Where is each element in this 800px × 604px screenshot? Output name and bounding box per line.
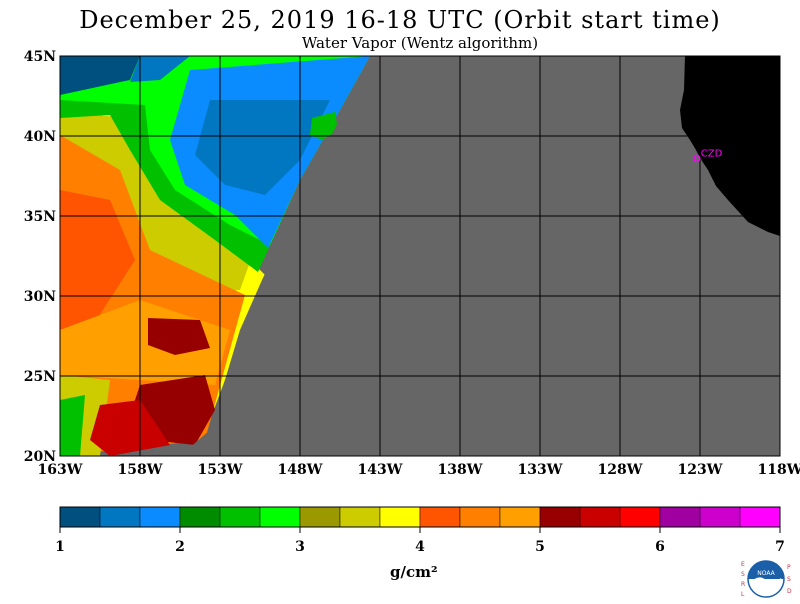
colorbar-swatch [539,506,581,528]
svg-text:S: S [787,576,791,583]
colorbar-swatch [419,506,461,528]
latitude-tick-labels: 20N 25N 30N 35N 40N 45N [24,49,56,465]
lat-tick-label: 40N [24,129,56,145]
colorbar-swatch [579,506,621,528]
colorbar: 1 2 3 4 5 6 7 [55,506,785,555]
colorbar-swatch [699,506,741,528]
map-subtitle: Water Vapor (Wentz algorithm) [301,34,539,52]
colorbar-swatch [219,506,261,528]
colorbar-swatch [99,506,141,528]
vapor-band-orange-dark [60,190,135,330]
colorbar-tick-label: 1 [55,539,65,555]
colorbar-swatch [659,506,701,528]
colorbar-tick-label: 7 [775,539,785,555]
svg-text:L: L [741,591,745,598]
lon-tick-label: 148W [278,462,323,478]
colorbar-swatch [259,506,301,528]
svg-text:E: E [741,561,745,568]
lon-tick-label: 128W [598,462,643,478]
station-dot [693,154,701,163]
vapor-band-blue-2 [195,100,330,195]
lat-tick-label: 20N [24,449,56,465]
lat-tick-label: 35N [24,209,56,225]
lat-tick-label: 30N [24,289,56,305]
lat-tick-label: 45N [24,49,56,65]
colorbar-swatch [179,506,221,528]
svg-text:D: D [787,588,792,595]
svg-text:R: R [741,581,745,588]
lon-tick-label: 123W [678,462,723,478]
lon-tick-label: 118W [758,462,800,478]
colorbar-units: g/cm² [390,563,438,581]
vapor-band-blue-nw [130,56,190,82]
lon-tick-label: 158W [118,462,163,478]
colorbar-swatch [379,506,421,528]
station-marker: CZD [693,148,723,163]
colorbar-tick-label: 2 [175,539,185,555]
map-frame [59,55,781,457]
colorbar-tick-label: 5 [535,539,545,555]
vapor-band-navy [60,56,140,95]
lon-tick-label: 153W [198,462,243,478]
noaa-logo: NOAA E S R L P S D [735,556,797,600]
station-label: CZD [701,148,723,159]
lon-tick-label: 133W [518,462,563,478]
colorbar-swatch [459,506,501,528]
colorbar-swatch [339,506,381,528]
map-title: December 25, 2019 16-18 UTC (Orbit start… [79,6,721,34]
lat-tick-label: 25N [24,369,56,385]
vapor-band-darkred-1 [148,318,210,355]
vapor-patch-green [310,112,338,140]
colorbar-tick-label: 3 [295,539,305,555]
land-mass [680,56,780,236]
logo-text: NOAA [757,570,775,577]
vapor-band-green-south [60,395,85,456]
colorbar-swatch [619,506,661,528]
colorbar-tick-label: 6 [655,539,665,555]
no-data-swath [180,56,780,456]
lon-tick-label: 143W [358,462,403,478]
lon-tick-label: 138W [438,462,483,478]
colorbar-swatch [139,506,181,528]
colorbar-swatch [499,506,541,528]
svg-text:P: P [787,564,791,571]
longitude-tick-labels: 163W 158W 153W 148W 143W 138W 133W 128W 123W 118W [38,462,800,478]
svg-text:S: S [741,571,745,578]
lon-tick-label: 163W [38,462,83,478]
colorbar-swatch [299,506,341,528]
vapor-band-red [90,400,170,456]
colorbar-tick-label: 4 [415,539,425,555]
colorbar-swatch [739,506,781,528]
colorbar-swatch [59,506,101,528]
